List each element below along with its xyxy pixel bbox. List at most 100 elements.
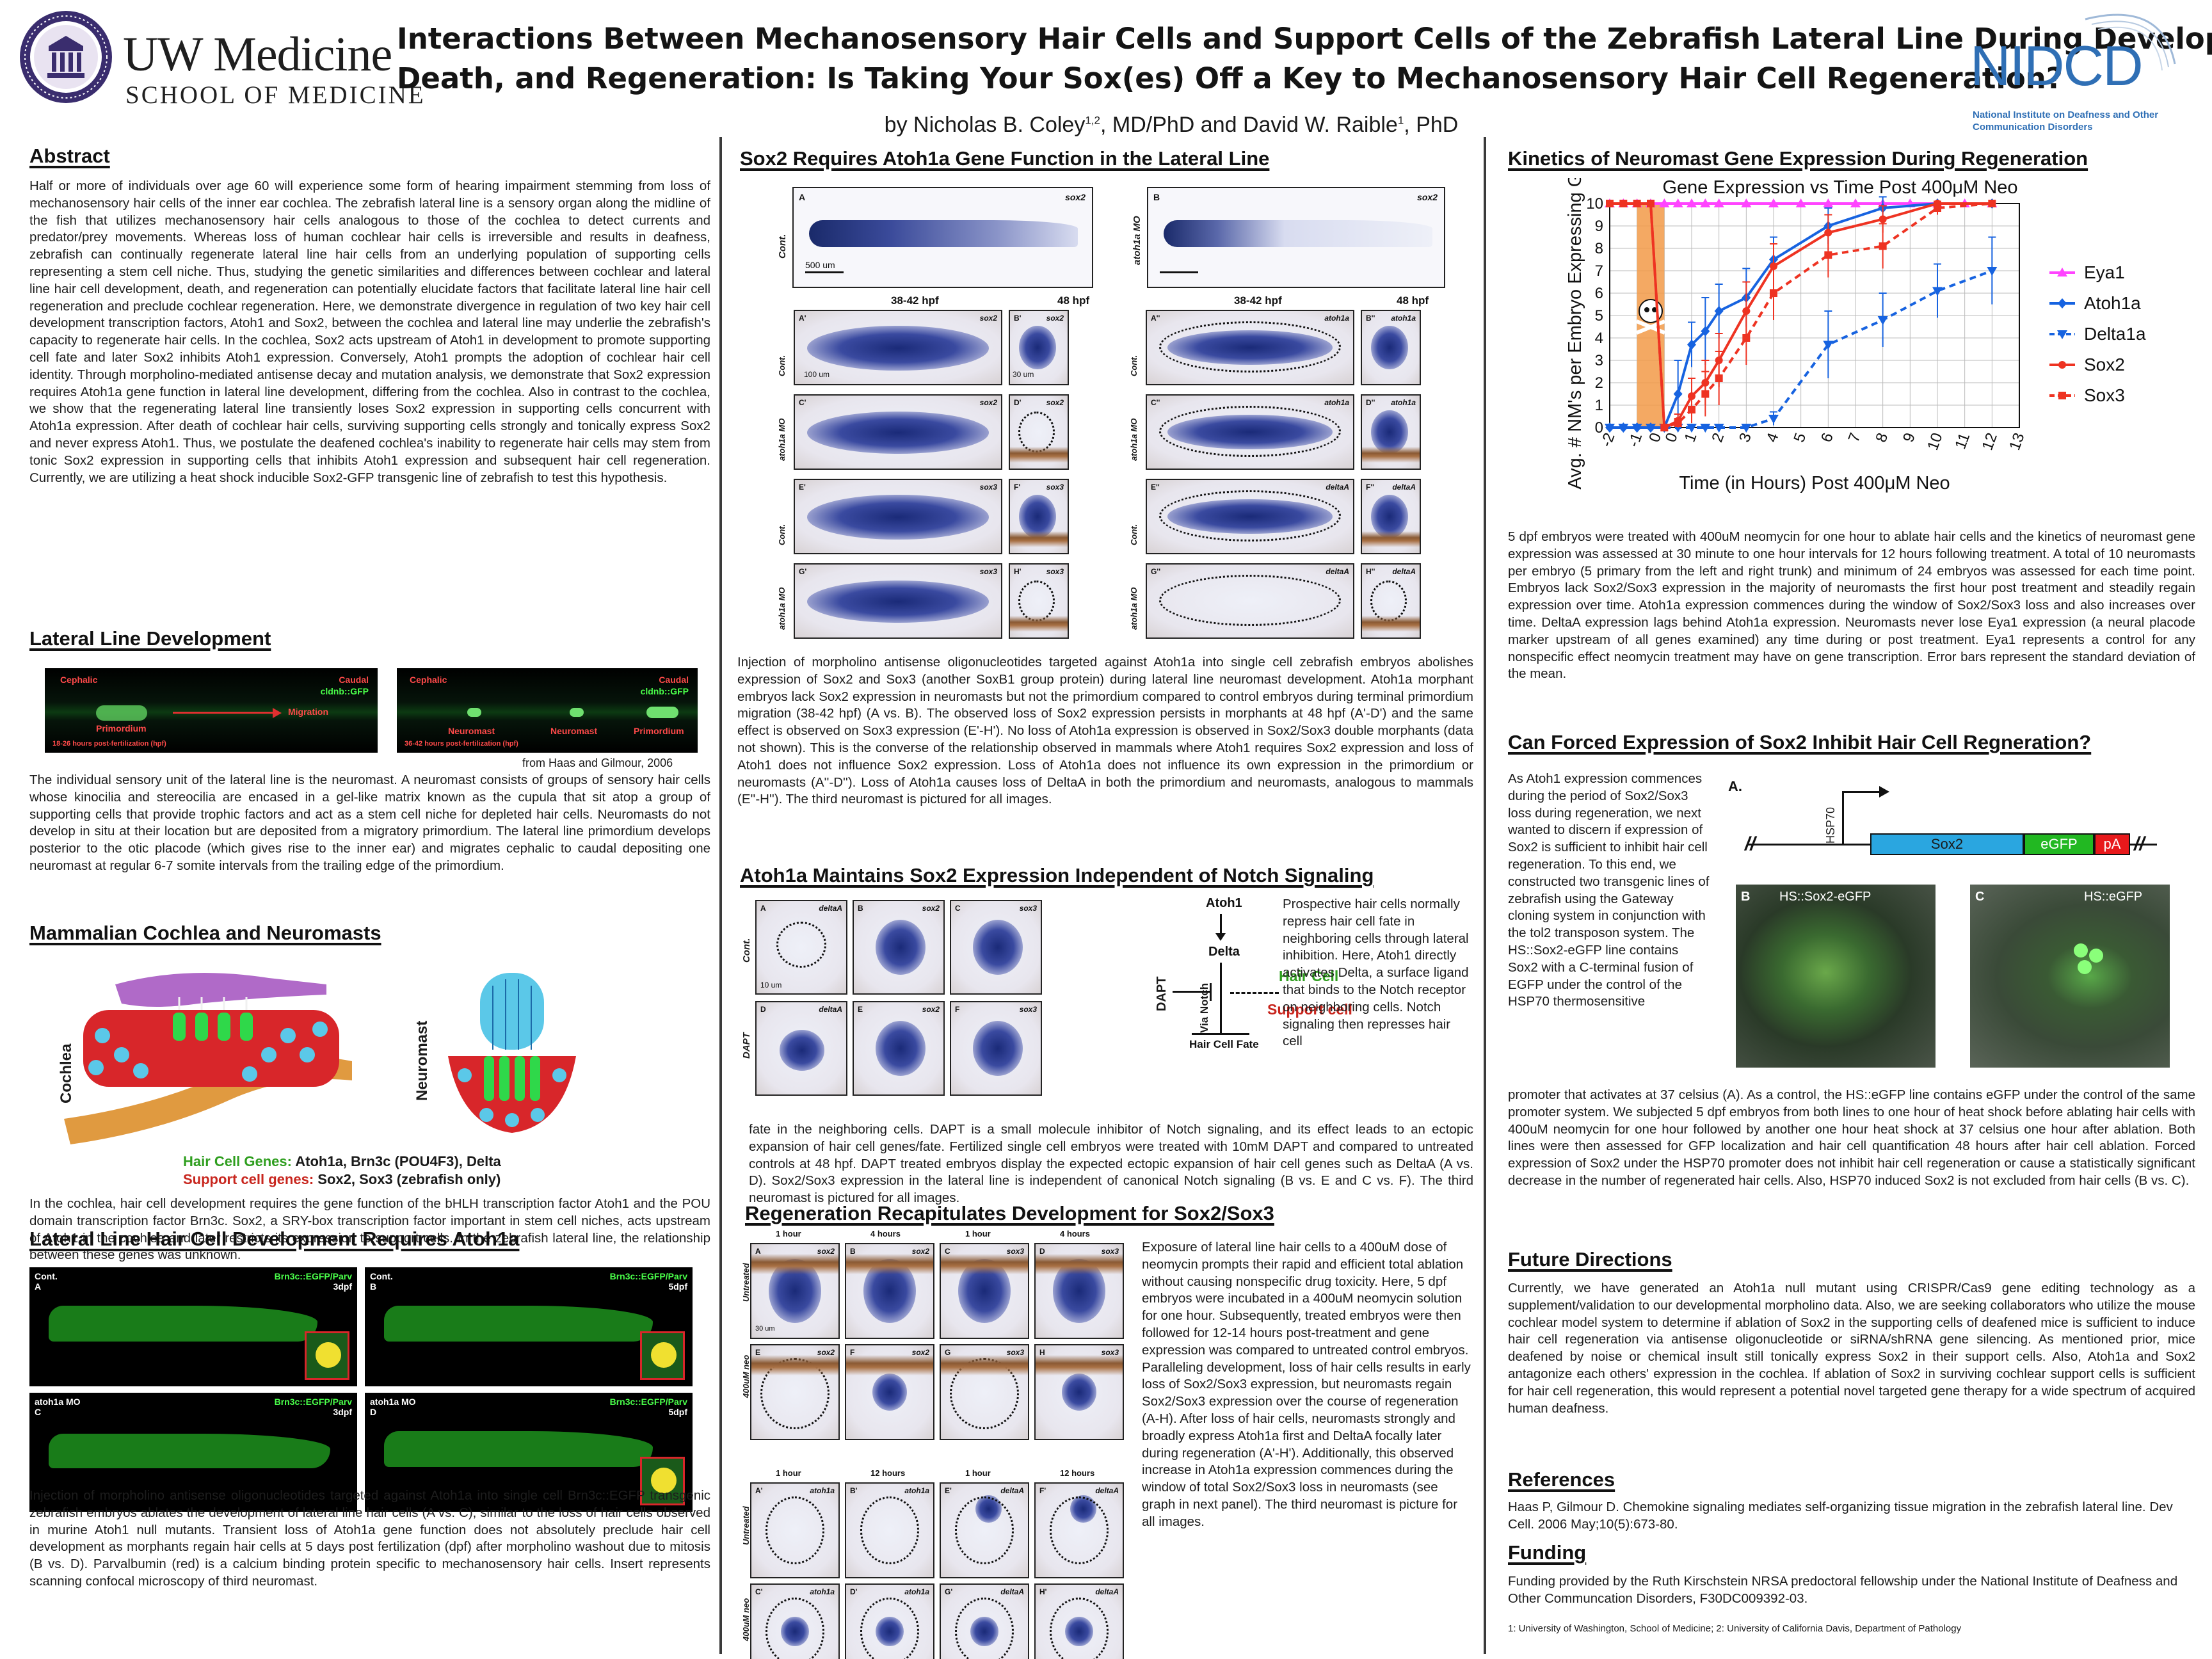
img2-primordium: Primordium	[634, 726, 684, 736]
llhc-text: Injection of morpholino antisense oligon…	[29, 1488, 710, 1589]
column-2: Sox2 Requires Atoh1a Gene Function in th…	[737, 137, 1475, 1659]
diag-delta: Delta	[1208, 945, 1240, 959]
y-tick-label: 6	[1595, 285, 1603, 302]
outline-dotted	[765, 1496, 825, 1564]
pigment	[1036, 1253, 1123, 1274]
panel-letter: C	[955, 904, 961, 913]
row-cond-label: Cont.	[1129, 355, 1139, 376]
future-heading: Future Directions	[1508, 1248, 1672, 1270]
data-point	[1606, 200, 1614, 207]
data-point	[1988, 200, 1996, 207]
outline-dotted	[765, 1598, 825, 1659]
scale-label: 500 um	[805, 260, 835, 270]
x-tick-label: 2	[1708, 431, 1727, 445]
img1-caudal: Caudal	[339, 675, 369, 685]
neuromast-dot	[467, 708, 481, 717]
affil-sup-2: 1	[1397, 114, 1404, 127]
ish-panel: D'' atoh1a	[1361, 394, 1421, 470]
panel-letter: B	[1153, 192, 1160, 202]
stain-blob	[875, 1020, 926, 1077]
data-point	[2057, 330, 2067, 339]
image-credit: from Haas and Gilmour, 2006	[522, 757, 673, 769]
hs-sox2-egfp-image: B HS::Sox2-eGFP	[1736, 885, 1936, 1068]
sox2req-text: Injection of morpholino antisense oligon…	[737, 655, 1473, 807]
break-icon: //	[2134, 833, 2145, 854]
cochlea-label: Cochlea	[58, 1043, 75, 1103]
neuromast-dot	[570, 708, 584, 717]
legend-label: Atoh1a	[2084, 293, 2141, 313]
hair-cell-dot	[2078, 960, 2092, 974]
construct-letter: A.	[1728, 778, 1742, 794]
img2-caudal: Caudal	[659, 675, 689, 685]
stain-blob	[972, 919, 1023, 975]
hair-cell-genes: Hair Cell Genes: Atoh1a, Brn3c (POU4F3),…	[183, 1153, 501, 1170]
data-point	[1659, 198, 1670, 207]
panel-letter: H''	[1366, 567, 1375, 576]
stain-blob	[780, 1030, 825, 1071]
row-cond-label: Cont.	[777, 355, 787, 376]
panel-gene: sox2	[922, 1005, 940, 1014]
column-divider-1	[719, 137, 722, 1654]
panel-gene: sox2	[979, 398, 997, 407]
x-tick-label: -2	[1598, 431, 1619, 449]
break-icon: //	[1745, 833, 1756, 854]
panel-letter: H'	[1014, 567, 1022, 576]
panel-letter: F	[850, 1348, 855, 1357]
authors: by Nicholas B. Coley1,2, MD/PhD and Davi…	[397, 113, 1946, 138]
neuromast-inset	[640, 1457, 685, 1505]
panel-gene: atoh1a	[1391, 398, 1416, 407]
ish-panel: B'' atoh1a	[1361, 310, 1421, 385]
y-tick-label: 7	[1595, 262, 1603, 280]
data-point	[1687, 339, 1696, 350]
time-label: 1 hour	[965, 1229, 991, 1238]
llhc-c-letter: C	[35, 1407, 42, 1417]
nidcd-wordmark: NIDCD	[1970, 34, 2144, 97]
stain-blob	[1019, 325, 1056, 370]
llhc-a-cond: Cont.	[35, 1271, 58, 1281]
img1-migration: Migration	[288, 707, 328, 717]
notch-text-right: Prospective hair cells normally repress …	[1283, 897, 1469, 1049]
pigment	[1036, 1354, 1123, 1375]
data-point	[1673, 389, 1683, 399]
forced-text-left: As Atoh1 expression commences during the…	[1508, 771, 1710, 1009]
fish-body	[49, 1306, 317, 1342]
panel-gene: atoh1a	[904, 1587, 929, 1596]
row-label-cont: Cont.	[741, 938, 752, 963]
llhc-a-age: 3dpf	[333, 1281, 352, 1292]
panel-gene: atoh1a	[904, 1486, 929, 1495]
panel-gene: sox3	[1006, 1247, 1024, 1256]
data-point	[1768, 198, 1779, 207]
llhc-d-age: 5dpf	[668, 1407, 687, 1417]
regen-row-neo: 400uM neo	[741, 1598, 751, 1641]
stain-blob	[807, 494, 989, 540]
series-line	[1610, 269, 1993, 429]
panel-gene: atoh1a	[810, 1587, 835, 1596]
y-tick-label: 1	[1595, 397, 1603, 414]
llhc-c-age: 3dpf	[333, 1407, 352, 1417]
llhc-d-marker: Brn3c::EGFP/Parv	[609, 1397, 687, 1407]
panel-gene: sox3	[1006, 1348, 1024, 1357]
panel-gene: sox2	[1417, 192, 1438, 202]
time-label: 1 hour	[965, 1468, 991, 1478]
data-point	[1631, 424, 1642, 433]
row-cond-label: atoh1a MO	[777, 418, 787, 461]
egfp-box: eGFP	[2024, 833, 2094, 855]
panel-letter: F''	[1366, 483, 1375, 492]
regen-row-neo: 400uM neo	[741, 1354, 751, 1398]
panel-gene: atoh1a	[1324, 398, 1349, 407]
uw-seal-icon	[20, 11, 112, 103]
embryo-shape	[1164, 220, 1432, 247]
time-label: 1 hour	[776, 1468, 801, 1478]
outline-dotted	[954, 1598, 1014, 1659]
panel-letter: G'	[799, 567, 807, 576]
panel-letter: B''	[1366, 314, 1375, 323]
panel-gene: sox2	[922, 904, 940, 913]
img2-stage: 36-42 hours post-fertilization (hpf)	[405, 740, 518, 748]
panel-gene: sox3	[979, 567, 997, 576]
data-point	[1646, 424, 1656, 433]
kinetics-heading: Kinetics of Neuromast Gene Expression Du…	[1508, 147, 2088, 170]
panel-letter: B	[858, 904, 863, 913]
